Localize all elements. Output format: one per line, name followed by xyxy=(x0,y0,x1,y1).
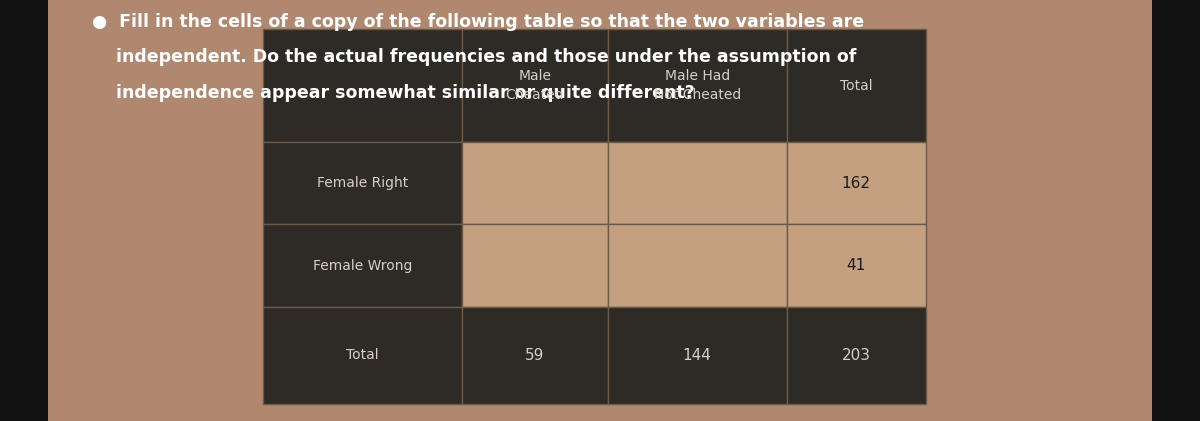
Text: Female Wrong: Female Wrong xyxy=(313,258,413,272)
FancyBboxPatch shape xyxy=(462,29,607,142)
FancyBboxPatch shape xyxy=(786,29,925,142)
FancyBboxPatch shape xyxy=(263,307,462,404)
FancyBboxPatch shape xyxy=(462,307,607,404)
FancyBboxPatch shape xyxy=(263,142,462,224)
FancyBboxPatch shape xyxy=(48,0,1152,421)
Text: Female Right: Female Right xyxy=(317,176,408,190)
FancyBboxPatch shape xyxy=(263,224,462,307)
Text: independent. Do the actual frequencies and those under the assumption of: independent. Do the actual frequencies a… xyxy=(92,48,857,67)
FancyBboxPatch shape xyxy=(607,29,786,142)
Text: 41: 41 xyxy=(846,258,865,273)
FancyBboxPatch shape xyxy=(607,224,786,307)
Text: Total: Total xyxy=(347,349,379,362)
Text: 59: 59 xyxy=(526,348,545,363)
FancyBboxPatch shape xyxy=(786,307,925,404)
Text: 203: 203 xyxy=(841,348,871,363)
FancyBboxPatch shape xyxy=(462,224,607,307)
Text: independence appear somewhat similar or quite different?: independence appear somewhat similar or … xyxy=(92,84,695,102)
FancyBboxPatch shape xyxy=(607,142,786,224)
Text: ●  Fill in the cells of a copy of the following table so that the two variables : ● Fill in the cells of a copy of the fol… xyxy=(92,13,864,31)
FancyBboxPatch shape xyxy=(786,142,925,224)
FancyBboxPatch shape xyxy=(263,29,462,142)
Text: 144: 144 xyxy=(683,348,712,363)
FancyBboxPatch shape xyxy=(786,224,925,307)
FancyBboxPatch shape xyxy=(607,307,786,404)
Text: Male
Cheated: Male Cheated xyxy=(505,69,564,102)
FancyBboxPatch shape xyxy=(462,142,607,224)
Text: 162: 162 xyxy=(841,176,871,191)
Text: Male Had
Not Cheated: Male Had Not Cheated xyxy=(654,69,740,102)
Text: Total: Total xyxy=(840,79,872,93)
